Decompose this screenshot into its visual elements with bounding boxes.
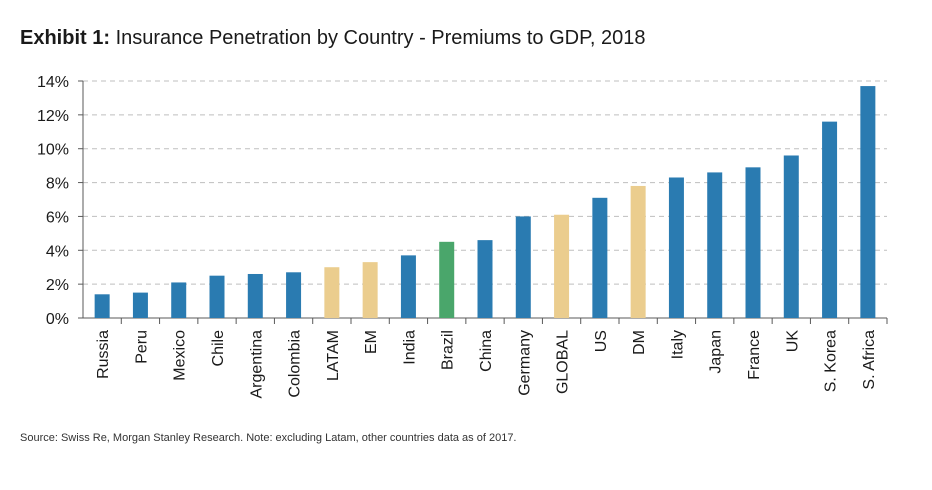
y-tick-label: 6% [46,209,69,226]
x-tick-label: France [746,330,763,380]
y-tick-label: 14% [37,74,69,91]
bar [822,121,838,318]
x-tick-label: S. Africa [861,330,878,390]
bar [209,275,225,318]
x-tick-label: China [478,330,495,372]
y-tick-label: 8% [46,176,69,193]
x-tick-label: GLOBAL [555,330,572,394]
y-tick-label: 10% [37,142,69,159]
x-tick-label: US [593,330,610,352]
chart-title-text: Insurance Penetration by Country - Premi… [115,27,646,49]
bar [94,294,110,318]
x-tick-label: LATAM [325,330,342,381]
x-tick-label: EM [363,330,380,354]
bar [554,214,570,318]
x-tick-label: Russia [95,330,112,379]
bar-chart: 0% 2% 4% 6% 8% 10% 12% 14% Russia Peru Mexico Chile… [37,74,888,399]
bar [132,292,148,318]
bar [668,177,684,318]
bar [171,282,187,318]
bar [515,216,531,318]
x-tick-label: Peru [133,330,150,364]
x-tick-label: Japan [708,330,725,374]
x-tick-label: Mexico [172,330,189,381]
bar [439,241,455,318]
x-tick-label: Brazil [440,330,457,370]
exhibit-label: Exhibit 1: [20,27,111,49]
bar [630,185,646,318]
bar [362,262,378,318]
bar [247,273,263,318]
x-tick-label: S. Korea [823,330,840,392]
bar [324,267,340,318]
source-note: Source: Swiss Re, Morgan Stanley Researc… [20,432,517,444]
x-tick-label: UK [784,330,801,353]
x-tick-label: India [401,330,418,365]
x-tick-label: Colombia [287,330,304,398]
chart-title: Exhibit 1: Insurance Penetration by Coun… [20,27,645,50]
bar [592,197,608,318]
x-tick-label: Argentina [248,330,265,399]
x-tick-label: Italy [669,330,686,359]
bar [783,155,799,318]
bar [286,272,302,318]
bar [745,167,761,318]
x-tick-label: DM [631,330,648,355]
bar [400,255,416,318]
y-tick-label: 12% [37,108,69,125]
y-tick-label: 4% [46,243,69,260]
x-tick-label: Germany [516,330,533,396]
x-tick-label: Chile [210,330,227,367]
y-tick-label: 2% [46,277,69,294]
bar [860,86,876,318]
bar [707,172,723,318]
y-tick-label: 0% [46,311,69,328]
bar [477,240,493,318]
